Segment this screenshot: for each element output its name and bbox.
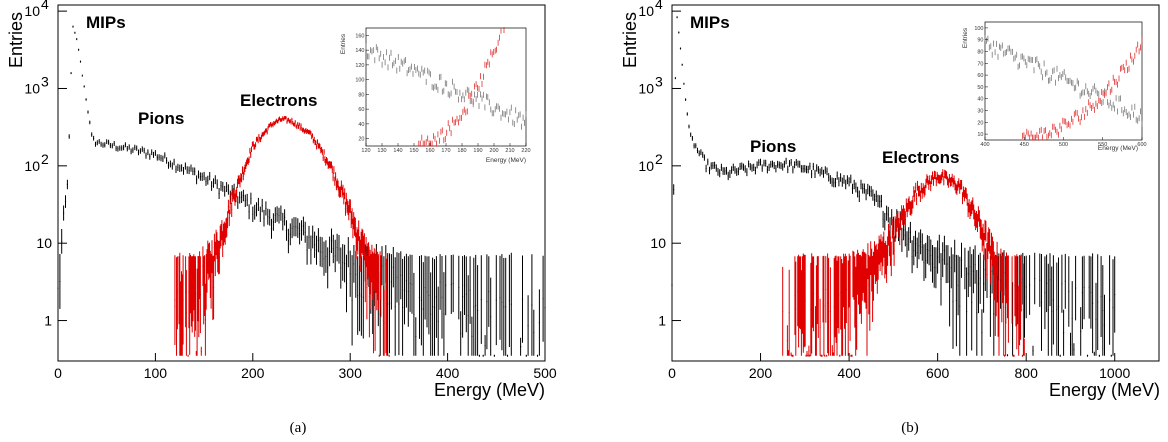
x-tick-label-b: 200	[749, 365, 773, 381]
inset-x-tick-label-a: 150	[409, 148, 418, 154]
inset-x-tick-label-a: 200	[489, 148, 498, 154]
y-tick-label-a: 1	[44, 313, 52, 329]
inset-x-tick-label-b: 450	[1020, 142, 1029, 148]
inset-x-label-a: Energy (MeV)	[486, 157, 526, 164]
inset-a: 120 130 140 150 160 170 180 190 200 210 220 20 40 60 8…	[340, 27, 531, 164]
inset-y-tick-label-b: 20	[977, 120, 983, 126]
inset-y-tick-label-b: 50	[977, 85, 983, 91]
inset-y-tick-label-a: 20	[358, 137, 364, 143]
y-axis-label-b: Entries	[620, 12, 640, 68]
inset-y-tick-label-a: 160	[355, 33, 364, 39]
inset-x-tick-label-a: 180	[457, 148, 466, 154]
inset-y-tick-label-b: 10	[977, 132, 983, 138]
annotation-mips-b: MIPs	[690, 13, 730, 32]
annotation-mips-a: MIPs	[86, 13, 126, 32]
series-pions-b	[671, 16, 1116, 357]
inset-x-tick-label-a: 210	[505, 148, 514, 154]
inset-x-tick-label-b: 550	[1098, 142, 1107, 148]
x-tick-label-a: 100	[144, 365, 168, 381]
inset-ticks-b: 400 450 500 550 600 10 20 30 40 50 60 70 80 90 100	[974, 26, 1146, 148]
y-axis-label-a: Entries	[6, 12, 26, 68]
y-tick-exp-a: 2	[41, 151, 49, 167]
y-tick-label-a: 10	[24, 3, 40, 19]
inset-x-tick-label-b: 600	[1137, 142, 1146, 148]
inset-frame-b	[984, 21, 1143, 141]
x-tick-label-a: 400	[436, 365, 460, 381]
inset-x-tick-label-a: 170	[441, 148, 450, 154]
x-tick-label-b: 0	[668, 365, 676, 381]
inset-y-tick-label-a: 120	[355, 63, 364, 69]
inset-ticks-a: 120 130 140 150 160 170 180 190 200 210 220 20 40 60 8…	[355, 33, 530, 154]
inset-curves-b	[984, 35, 1143, 141]
inset-y-tick-label-a: 60	[358, 107, 364, 113]
inset-x-tick-label-a: 160	[425, 148, 434, 154]
inset-series-electrons-b	[1022, 36, 1143, 141]
inset-x-tick-label-a: 140	[393, 148, 402, 154]
y-tick-label-a: 10	[24, 80, 40, 96]
inset-series-pions-b	[984, 35, 1143, 127]
x-tick-label-b: 400	[837, 365, 861, 381]
inset-x-tick-label-a: 190	[473, 148, 482, 154]
y-tick-exp-b: 2	[655, 151, 663, 167]
y-tick-label-a: 10	[36, 235, 52, 251]
caption-b: (b)	[901, 420, 919, 436]
x-axis-label-b: Energy (MeV)	[1049, 380, 1160, 400]
inset-y-tick-label-b: 70	[977, 61, 983, 67]
y-tick-exp-b: 3	[655, 73, 663, 89]
y-tick-label-b: 1	[658, 313, 666, 329]
inset-b: 400 450 500 550 600 10 20 30 40 50 60 70 80 90 100 Ene…	[962, 21, 1147, 152]
y-tick-exp-a: 3	[41, 73, 49, 89]
annotation-electrons-b: Electrons	[882, 148, 959, 167]
series-electrons-b	[782, 169, 1025, 357]
inset-y-tick-label-b: 90	[977, 38, 983, 44]
inset-y-tick-label-a: 100	[355, 78, 364, 84]
inset-y-tick-label-b: 100	[974, 26, 983, 32]
annotation-electrons-a: Electrons	[240, 91, 317, 110]
inset-y-tick-label-a: 40	[358, 122, 364, 128]
annotation-pions-a: Pions	[138, 109, 184, 128]
inset-x-tick-label-b: 500	[1059, 142, 1068, 148]
inset-x-tick-label-a: 120	[361, 148, 370, 154]
x-tick-label-a: 300	[339, 365, 363, 381]
x-tick-label-b: 1000	[1099, 365, 1130, 381]
inset-curves-a	[365, 27, 527, 147]
inset-y-tick-label-b: 30	[977, 109, 983, 115]
y-tick-label-b: 10	[638, 80, 654, 96]
y-tick-label-b: 10	[650, 235, 666, 251]
inset-y-label-a: Entries	[340, 33, 347, 54]
x-tick-label-a: 500	[533, 365, 557, 381]
y-tick-label-b: 10	[638, 3, 654, 19]
inset-x-tick-label-a: 130	[377, 148, 386, 154]
annotation-pions-b: Pions	[750, 137, 796, 156]
inset-series-electrons-a	[418, 27, 505, 147]
y-tick-label-a: 10	[24, 158, 40, 174]
inset-x-label-b: Energy (MeV)	[1098, 145, 1138, 152]
y-tick-exp-b: 4	[655, 0, 663, 12]
inset-frame-a	[365, 27, 527, 147]
curves-b	[671, 16, 1116, 357]
inset-y-tick-label-a: 140	[355, 48, 364, 54]
curves-a	[57, 25, 546, 357]
inset-y-tick-label-b: 60	[977, 73, 983, 79]
inset-x-tick-label-b: 400	[980, 142, 989, 148]
inset-y-tick-label-a: 80	[358, 92, 364, 98]
x-tick-label-a: 0	[54, 365, 62, 381]
series-electrons-a	[174, 116, 390, 357]
y-tick-label-b: 10	[638, 158, 654, 174]
inset-y-tick-label-b: 40	[977, 97, 983, 103]
x-tick-label-b: 800	[1015, 365, 1039, 381]
inset-x-tick-label-a: 220	[521, 148, 530, 154]
y-tick-exp-a: 4	[41, 0, 49, 12]
x-tick-label-a: 200	[241, 365, 265, 381]
inset-y-label-b: Entries	[962, 27, 969, 48]
inset-y-tick-label-b: 80	[977, 50, 983, 56]
x-tick-label-b: 600	[926, 365, 950, 381]
caption-a: (a)	[290, 420, 307, 436]
x-axis-label-a: Energy (MeV)	[434, 380, 545, 400]
